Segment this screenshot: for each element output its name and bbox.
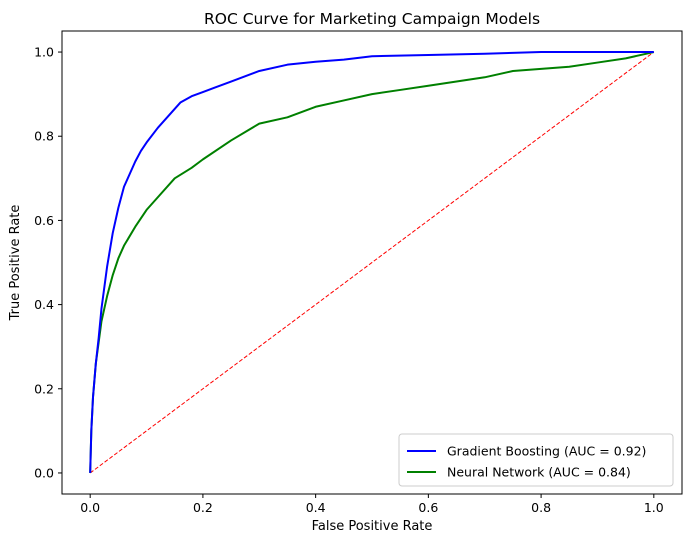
x-tick-label: 0.2 [193,500,213,515]
y-tick-label: 0.8 [34,129,54,144]
legend-label-gradient-boosting: Gradient Boosting (AUC = 0.92) [447,444,646,459]
y-axis: 0.0 0.2 0.4 0.6 0.8 1.0 [34,45,62,480]
x-tick-label: 0.8 [531,500,551,515]
x-tick-label: 0.0 [80,500,100,515]
x-axis-title: False Positive Rate [312,519,433,534]
legend-label-neural-network: Neural Network (AUC = 0.84) [447,465,631,480]
x-tick-label: 0.6 [418,500,438,515]
random-baseline-line [89,51,655,474]
plot-frame [61,30,683,495]
y-tick-label: 0.6 [34,213,54,228]
y-tick-label: 0.0 [34,465,54,480]
x-tick-label: 0.4 [306,500,326,515]
plot-series-group [89,51,655,474]
y-tick-label: 0.2 [34,381,54,396]
x-tick-label: 1.0 [644,500,664,515]
legend-box [398,433,674,487]
neural-network-line [89,51,655,473]
y-tick-label: 0.4 [34,297,54,312]
y-axis-title: True Positive Rate [8,205,23,322]
x-axis: 0.0 0.2 0.4 0.6 0.8 1.0 [80,494,664,515]
gradient-boosting-line [89,51,654,473]
y-tick-label: 1.0 [34,45,54,60]
chart-title: ROC Curve for Marketing Campaign Models [204,10,540,28]
legend: Gradient Boosting (AUC = 0.92) Neural Ne… [398,433,674,487]
